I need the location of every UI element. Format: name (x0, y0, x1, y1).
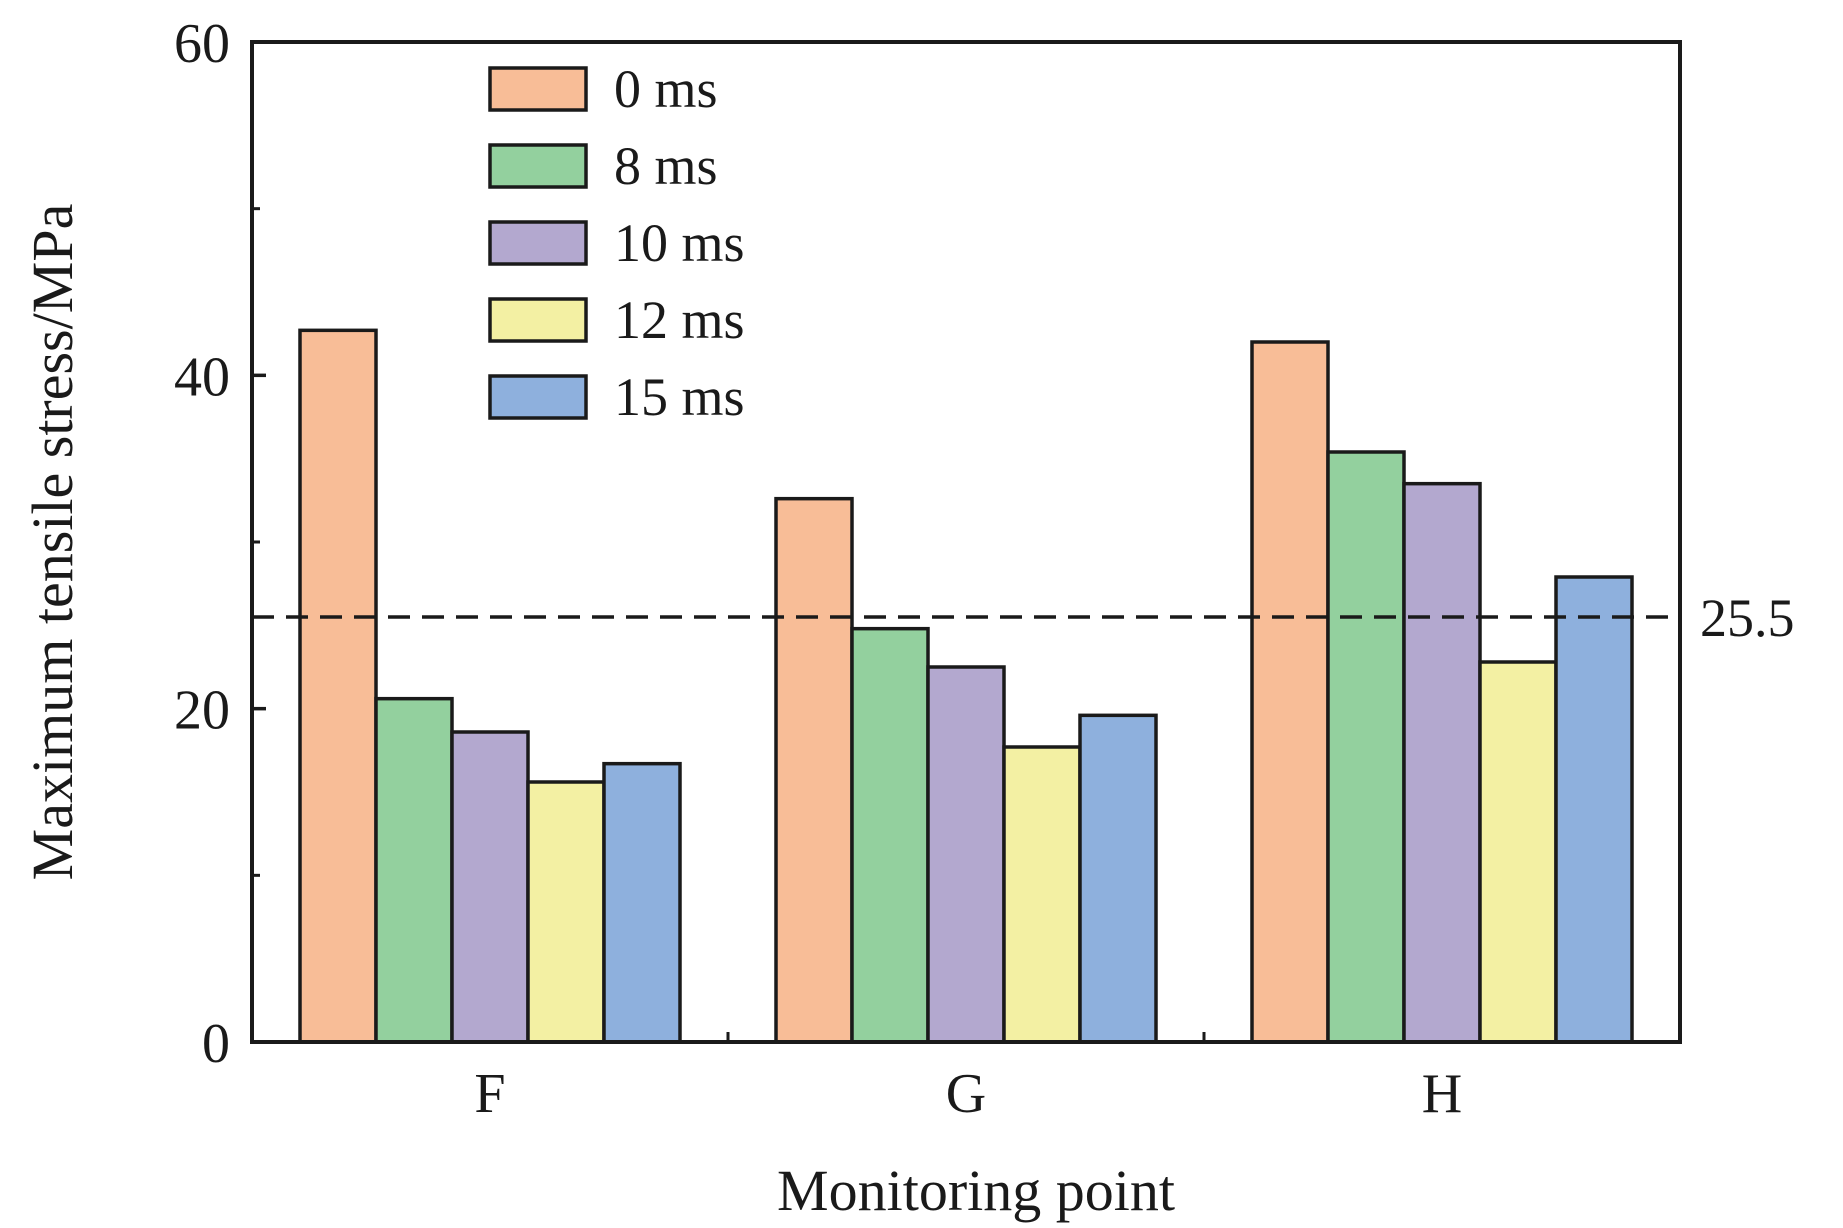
legend-label: 0 ms (614, 59, 718, 119)
legend-label: 12 ms (614, 290, 745, 350)
bar-f-15-ms (602, 761, 682, 1044)
legend-swatch (488, 297, 588, 343)
bar-g-12-ms (1002, 745, 1082, 1044)
bar-g-15-ms (1078, 713, 1158, 1044)
y-axis-ticks: 0 20 40 60 (174, 13, 266, 1075)
bars-layer (298, 328, 1634, 1044)
bar-h-8-ms (1326, 450, 1406, 1044)
y-tick-label: 20 (174, 680, 230, 742)
x-axis-categories: F G H (474, 1032, 1462, 1125)
legend-label: 15 ms (614, 367, 745, 427)
legend-swatch (488, 220, 588, 266)
bar-g-0-ms (774, 496, 854, 1044)
legend-label: 8 ms (614, 136, 718, 196)
reference-line-layer: 25.5 (252, 588, 1795, 648)
x-category-label: F (474, 1063, 505, 1125)
y-tick-label: 60 (174, 13, 230, 75)
bar-f-12-ms (526, 780, 606, 1044)
x-axis-title: Monitoring point (777, 1158, 1175, 1223)
y-tick-label: 0 (202, 1013, 230, 1075)
legend-label: 10 ms (614, 213, 745, 273)
x-category-label: H (1422, 1063, 1462, 1125)
bar-g-8-ms (850, 626, 930, 1044)
legend-swatch (488, 66, 588, 112)
legend-swatch (488, 143, 588, 189)
bar-g-10-ms (926, 665, 1006, 1044)
bar-h-0-ms (1250, 340, 1330, 1044)
y-tick-label: 40 (174, 346, 230, 408)
bar-f-8-ms (374, 696, 454, 1044)
reference-line-label: 25.5 (1700, 588, 1795, 648)
legend-swatch (488, 374, 588, 420)
x-category-label: G (946, 1063, 986, 1125)
bar-h-15-ms (1554, 575, 1634, 1044)
bar-h-12-ms (1478, 660, 1558, 1044)
bar-h-10-ms (1402, 481, 1482, 1044)
bar-f-10-ms (450, 730, 530, 1044)
legend: 0 ms 8 ms 10 ms 12 ms 15 ms (488, 59, 745, 427)
bar-f-0-ms (298, 328, 378, 1044)
y-axis-title: Maximum tensile stress/MPa (20, 204, 85, 881)
